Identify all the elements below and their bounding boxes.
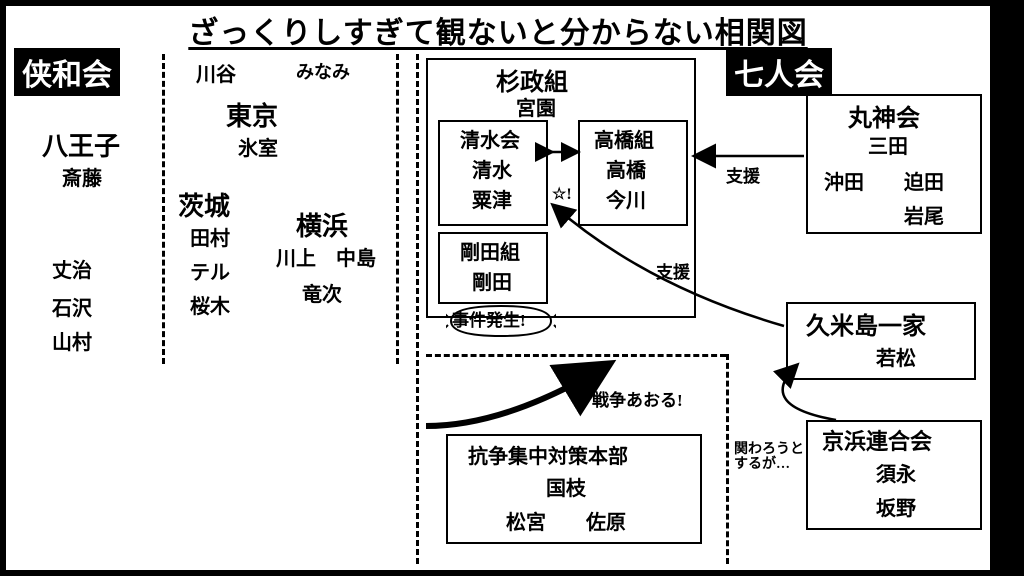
label-kakawaru: 関わろうとするが… (734, 442, 804, 473)
name-wakamatsu: 若松 (876, 342, 916, 371)
org-keihin: 京浜連合会 (822, 424, 932, 456)
region-tokyo: 東京 (226, 96, 278, 133)
name-kunieda: 国枝 (546, 472, 586, 501)
page-title: ざっくりしすぎて観ないと分からない相関図 (6, 8, 990, 52)
name-awazu: 粟津 (472, 184, 512, 213)
label-shien1: 支援 (726, 162, 760, 187)
divider-2 (396, 54, 399, 364)
org-marugami: 丸神会 (848, 98, 920, 133)
divider-3 (416, 54, 419, 564)
star-annotation: ☆! (552, 184, 572, 204)
region-hachioji: 八王子 (42, 126, 120, 163)
name-tamura: 田村 (190, 222, 230, 251)
label-shien2: 支援 (656, 258, 690, 283)
name-sunaga: 須永 (876, 458, 916, 487)
region-yokohama: 横浜 (296, 206, 348, 243)
name-sakano: 坂野 (876, 492, 916, 521)
name-nakajima: 中島 (336, 242, 376, 271)
name-yamamura: 山村 (52, 326, 92, 355)
org-honbu: 抗争集中対策本部 (468, 440, 628, 469)
name-sakoda: 迫田 (904, 166, 944, 195)
org-godagumi: 剛田組 (460, 236, 520, 265)
org-shimizukai: 清水会 (460, 124, 520, 153)
name-teru: テル (190, 256, 230, 285)
divider-1 (162, 54, 165, 364)
left-org-badge: 侠和会 (14, 48, 120, 96)
name-ishizawa: 石沢 (52, 292, 92, 321)
name-joji: 丈治 (52, 254, 92, 283)
name-shimizu: 清水 (472, 154, 512, 183)
region-ibaraki: 茨城 (178, 186, 230, 223)
name-kawatani: 川谷 (196, 58, 236, 87)
name-sakuragi: 桜木 (190, 290, 230, 319)
dash-v1 (726, 354, 729, 564)
name-okita: 沖田 (824, 166, 864, 195)
dash-h1 (426, 354, 726, 357)
name-sahara: 佐原 (586, 506, 626, 535)
name-himuro: 氷室 (238, 132, 278, 161)
diagram-canvas: ざっくりしすぎて観ないと分からない相関図 侠和会 七人会 川谷 みなみ 東京 氷… (6, 6, 990, 570)
name-ryuji: 竜次 (302, 278, 342, 307)
org-kumejima: 久米島一家 (806, 306, 926, 341)
name-kawakami: 川上 (276, 242, 316, 271)
name-minami: みなみ (296, 58, 350, 84)
label-sensou: 戦争あおる! (592, 386, 683, 411)
name-mita: 三田 (868, 130, 908, 159)
name-saito: 斎藤 (62, 162, 102, 191)
right-org-badge: 七人会 (726, 48, 832, 96)
name-iwao: 岩尾 (904, 200, 944, 229)
org-takahashigumi: 高橋組 (594, 124, 654, 153)
name-imagawa: 今川 (606, 184, 646, 213)
bubble-jiken: 事件発生! (452, 306, 526, 331)
name-goda: 剛田 (472, 266, 512, 295)
name-miyazono: 宮園 (516, 92, 556, 121)
name-matsumiya: 松宮 (506, 506, 546, 535)
name-takahashi: 高橋 (606, 154, 646, 183)
